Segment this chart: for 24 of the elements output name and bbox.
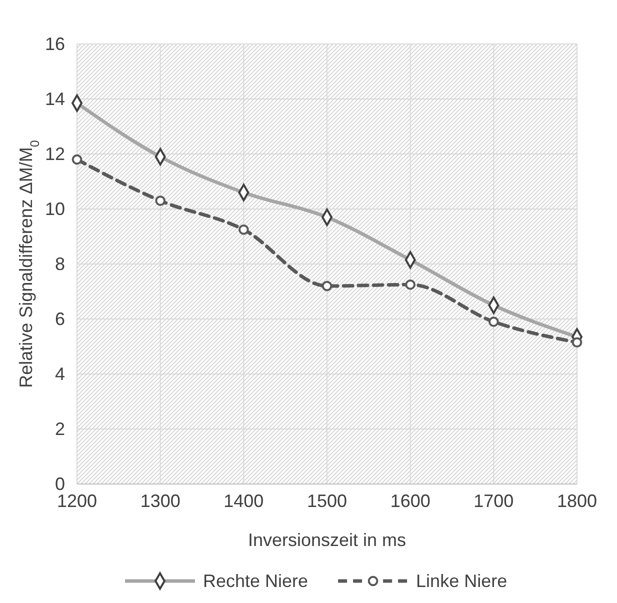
y-tick-label: 4: [54, 364, 65, 384]
x-tick-label: 1400: [224, 490, 264, 511]
x-axis-title: Inversionszeit in ms: [248, 530, 406, 550]
point: [155, 196, 166, 206]
x-tick-label: 1800: [556, 490, 598, 511]
y-tick-label: 12: [44, 144, 65, 164]
legend-label: Linke Niere: [416, 571, 508, 591]
y-tick-label: 10: [44, 198, 65, 219]
point: [238, 224, 249, 235]
y-tick-label: 14: [44, 88, 65, 109]
y-tick-label: 8: [54, 254, 65, 274]
y-tick-label: 6: [54, 308, 65, 329]
y-tick-label: 2: [54, 418, 65, 439]
point: [572, 337, 582, 348]
x-tick-label: 1600: [390, 490, 430, 511]
x-tick-label: 1300: [140, 490, 180, 511]
point: [405, 279, 416, 290]
point: [322, 280, 332, 292]
x-tick-label: 1500: [306, 490, 348, 511]
point: [72, 154, 82, 165]
legend-label: Rechte Niere: [203, 571, 308, 591]
x-tick-label: 1700: [474, 490, 514, 511]
y-tick-label: 16: [44, 34, 65, 54]
point: [488, 316, 499, 327]
